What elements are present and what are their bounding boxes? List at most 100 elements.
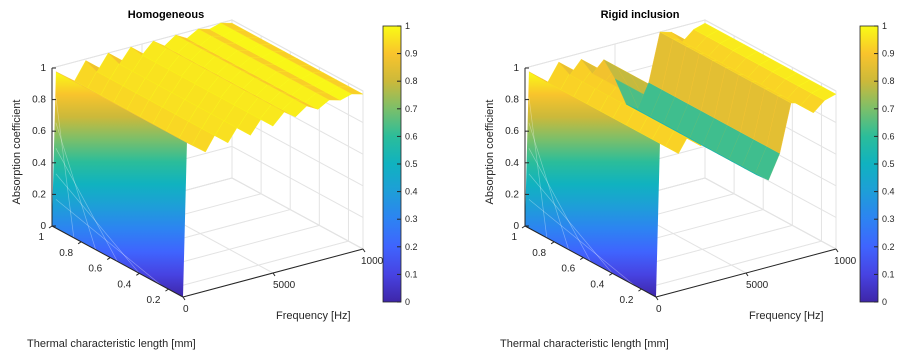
colorbar-tick-label: 0.6 <box>405 131 418 141</box>
colorbar: 0 0.1 0.2 0.3 0.4 0.5 0.6 0.7 0.8 0.9 1 <box>382 21 418 307</box>
colorbar: 0 0.1 0.2 0.3 0.4 0.5 0.6 0.7 0.8 0.9 1 <box>859 21 895 307</box>
colorbar-tick-label: 0.7 <box>405 104 418 114</box>
floor-thermal-gridline <box>168 240 349 290</box>
colorbar-tick-label: 0.1 <box>405 269 418 279</box>
colorbar-tick-label: 0 <box>405 297 410 307</box>
z-gridline <box>231 145 364 218</box>
x-axis-line <box>524 225 657 298</box>
floor-freq-gridline <box>704 177 837 250</box>
x-tick-label: 0.8 <box>532 248 546 259</box>
colorbar-tick-label: 0.9 <box>882 49 895 59</box>
y-tick-label: 0 <box>656 304 662 315</box>
colorbar-tick-label: 0.5 <box>405 159 418 169</box>
x-tick-label: 0.2 <box>620 295 634 306</box>
y-tick-mark <box>362 248 366 253</box>
surface-1 <box>525 22 837 297</box>
y-tick-label: 5000 <box>746 280 769 291</box>
x-tick-label: 0.2 <box>147 295 161 306</box>
surface-mesh-line <box>55 173 140 274</box>
colorbar-tick-label: 0.8 <box>882 76 895 86</box>
panel-homogeneous: 0 0.2 0.4 0.6 0.8 1 1 0.8 0.6 0.4 0.2 0 5000 1000 Homo… <box>11 9 418 350</box>
colorbar-tick-label: 0.2 <box>405 242 418 252</box>
colorbar-tick-label: 0.6 <box>882 131 895 141</box>
surface-mesh-line <box>55 199 162 286</box>
colorbar-tick-label: 0.4 <box>405 187 418 197</box>
z-tick-label: 0 <box>513 221 519 232</box>
y-tick-mark <box>272 272 276 277</box>
colorbar-tick-label: 0.1 <box>882 269 895 279</box>
y-tick-mark <box>745 272 749 277</box>
z-tick-label: 0.4 <box>505 158 519 169</box>
z-tick-label: 1 <box>40 63 46 74</box>
x-tick-mark <box>77 241 82 245</box>
surface-mesh-line <box>528 199 635 286</box>
surface-front-face <box>52 71 187 297</box>
colorbar-tick-label: 0.8 <box>405 76 418 86</box>
surface-patch <box>338 86 364 95</box>
surface-mesh-line <box>528 148 591 262</box>
colorbar-tick-label: 0.2 <box>882 242 895 252</box>
y-axis-label: Frequency [Hz] <box>276 310 351 322</box>
x-tick-mark <box>521 225 526 229</box>
surface-patch <box>811 86 837 101</box>
panel-rigid-inclusion: 0 0.2 0.4 0.6 0.8 1 1 0.8 0.6 0.4 0.2 0 5000 1000 Rigi… <box>484 9 895 350</box>
chart-title: Rigid inclusion <box>601 9 680 21</box>
x-tick-label: 0.8 <box>59 248 73 259</box>
surface-mesh-line <box>55 148 118 262</box>
surface-mesh-line <box>528 97 548 238</box>
z-axis-label: Absorption coefficient <box>484 100 496 205</box>
x-tick-mark <box>136 272 140 276</box>
x-tick-label: 0.6 <box>561 264 575 275</box>
surface-front-face <box>525 71 660 297</box>
x-tick-mark <box>579 257 584 260</box>
x-tick-label: 0.4 <box>590 279 604 290</box>
x-tick-mark <box>638 288 642 292</box>
colorbar-tick-label: 0.5 <box>882 159 895 169</box>
colorbar-tick-label: 0.9 <box>405 49 418 59</box>
z-tick-label: 0 <box>40 221 46 232</box>
surface-0 <box>52 22 364 297</box>
colorbar-tick-label: 1 <box>405 21 410 31</box>
x-tick-mark <box>550 241 555 245</box>
x-axis-label: Thermal characteristic length [mm] <box>500 338 669 350</box>
y-tick-label: 5000 <box>273 280 296 291</box>
z-tick-label: 0.8 <box>32 95 46 106</box>
x-axis-label: Thermal characteristic length [mm] <box>27 338 196 350</box>
x-tick-mark <box>106 257 111 260</box>
x-axis-line <box>51 225 184 298</box>
floor-freq-gridline <box>231 177 364 250</box>
y-tick-label: 1000 <box>361 256 384 267</box>
colorbar-tick-label: 0.3 <box>882 214 895 224</box>
colorbar-tick-label: 0 <box>882 297 887 307</box>
x-tick-mark <box>48 225 53 229</box>
z-tick-label: 0.8 <box>505 95 519 106</box>
z-tick-label: 0.2 <box>32 189 46 200</box>
x-tick-mark <box>609 272 613 276</box>
colorbar-tick-label: 1 <box>882 21 887 31</box>
colorbar-tick-label: 0.3 <box>405 214 418 224</box>
y-tick-mark <box>182 296 186 301</box>
x-tick-label: 1 <box>38 232 44 243</box>
colorbar-tick-label: 0.7 <box>882 104 895 114</box>
floor-thermal-gridline <box>641 240 822 290</box>
chart-title: Homogeneous <box>128 9 204 21</box>
x-tick-label: 0.6 <box>88 264 102 275</box>
axes: 0 0.2 0.4 0.6 0.8 1 1 0.8 0.6 0.4 0.2 0 5000 1000 Homo… <box>11 9 384 350</box>
surface-mesh-line <box>528 122 570 250</box>
z-tick-label: 0.6 <box>32 126 46 137</box>
x-tick-mark <box>165 288 169 292</box>
axes: 0 0.2 0.4 0.6 0.8 1 1 0.8 0.6 0.4 0.2 0 5000 1000 Rigi… <box>484 9 857 350</box>
z-gridline <box>231 19 364 92</box>
z-tick-label: 0.2 <box>505 189 519 200</box>
surface-mesh-line <box>528 173 613 274</box>
x-tick-label: 1 <box>511 232 517 243</box>
y-tick-mark <box>655 296 659 301</box>
z-tick-label: 1 <box>513 63 519 74</box>
y-tick-label: 0 <box>183 304 189 315</box>
z-tick-label: 0.6 <box>505 126 519 137</box>
y-axis-label: Frequency [Hz] <box>749 310 824 322</box>
colorbar-tick-label: 0.4 <box>882 187 895 197</box>
surface-mesh-line <box>55 97 75 238</box>
z-tick-label: 0.4 <box>32 158 46 169</box>
